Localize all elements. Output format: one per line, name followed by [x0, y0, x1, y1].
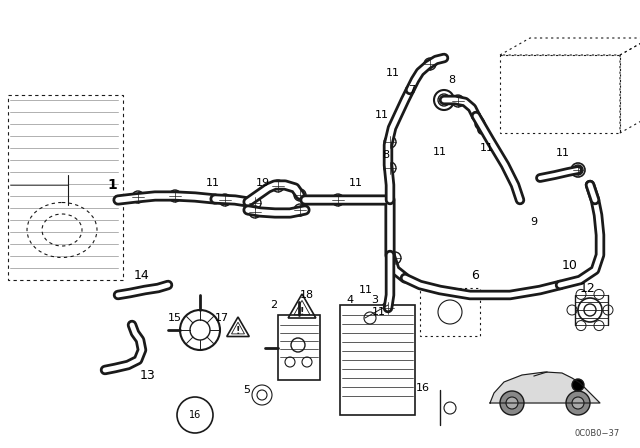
Text: 14: 14: [134, 268, 150, 281]
Text: 9: 9: [530, 217, 537, 227]
Text: !: !: [300, 306, 304, 317]
Text: 19: 19: [256, 178, 270, 188]
Text: 11: 11: [349, 178, 363, 188]
Bar: [500, 55, 620, 133]
Text: 11: 11: [206, 178, 220, 188]
Text: 17: 17: [215, 313, 229, 323]
Text: 16: 16: [189, 410, 201, 420]
Text: 1: 1: [107, 178, 117, 192]
Text: 10: 10: [562, 258, 578, 271]
Text: 8: 8: [448, 75, 455, 85]
Circle shape: [572, 397, 584, 409]
Circle shape: [572, 379, 584, 391]
Text: 18: 18: [300, 290, 314, 300]
Text: 12: 12: [580, 281, 596, 294]
Text: 15: 15: [168, 313, 182, 323]
Text: 6: 6: [471, 268, 479, 281]
Text: 7: 7: [408, 85, 415, 95]
Text: 11: 11: [480, 143, 494, 153]
Text: 8: 8: [382, 150, 389, 160]
Text: 4: 4: [346, 295, 353, 305]
Text: 0C0B0−37: 0C0B0−37: [575, 429, 620, 438]
Text: 11: 11: [556, 148, 570, 158]
Circle shape: [500, 391, 524, 415]
Text: !: !: [236, 326, 240, 336]
Bar: [8, 95, 123, 280]
Text: 16: 16: [416, 383, 430, 393]
Text: 5: 5: [243, 385, 250, 395]
Text: 11: 11: [433, 147, 447, 157]
Text: 2: 2: [270, 300, 277, 310]
Circle shape: [566, 391, 590, 415]
Text: 3: 3: [371, 295, 378, 305]
Polygon shape: [490, 372, 600, 403]
Text: 11: 11: [386, 68, 400, 78]
Text: 11: 11: [375, 110, 389, 120]
Bar: [420, 288, 480, 336]
Bar: [278, 315, 320, 380]
Bar: [340, 305, 415, 415]
Text: 13: 13: [140, 369, 156, 382]
Text: 11: 11: [372, 307, 386, 317]
Circle shape: [506, 397, 518, 409]
Text: 11: 11: [359, 285, 373, 295]
